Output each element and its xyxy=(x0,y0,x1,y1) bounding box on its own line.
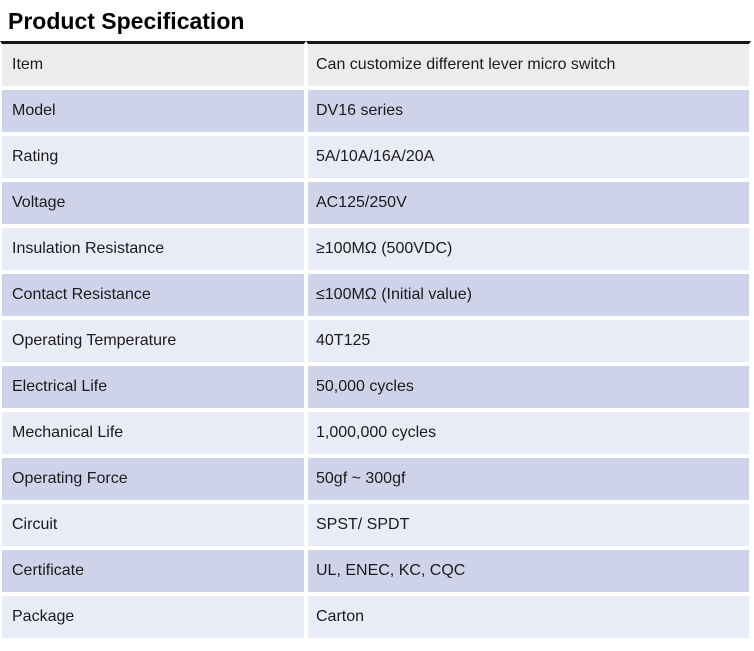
spec-row-value: 1,000,000 cycles xyxy=(306,410,751,456)
spec-row-value: 50,000 cycles xyxy=(306,364,751,410)
spec-table-body: Item Can customize different lever micro… xyxy=(0,41,751,640)
spec-row-label: Voltage xyxy=(0,180,306,226)
table-row: Item Can customize different lever micro… xyxy=(0,41,751,88)
table-row: Certificate UL, ENEC, KC, CQC xyxy=(0,548,751,594)
table-row: Operating Temperature 40T125 xyxy=(0,318,751,364)
spec-row-label: Insulation Resistance xyxy=(0,226,306,272)
spec-row-value: Carton xyxy=(306,594,751,640)
table-row: Insulation Resistance ≥100MΩ (500VDC) xyxy=(0,226,751,272)
table-row: Electrical Life 50,000 cycles xyxy=(0,364,751,410)
table-row: Contact Resistance ≤100MΩ (Initial value… xyxy=(0,272,751,318)
product-spec-table: Item Can customize different lever micro… xyxy=(0,41,751,640)
spec-row-value: DV16 series xyxy=(306,88,751,134)
table-row: Model DV16 series xyxy=(0,88,751,134)
page-title: Product Specification xyxy=(8,8,245,34)
table-row: Mechanical Life 1,000,000 cycles xyxy=(0,410,751,456)
spec-row-label: Operating Force xyxy=(0,456,306,502)
spec-row-value: 40T125 xyxy=(306,318,751,364)
spec-row-label: Circuit xyxy=(0,502,306,548)
spec-row-value: UL, ENEC, KC, CQC xyxy=(306,548,751,594)
spec-row-label: Operating Temperature xyxy=(0,318,306,364)
spec-row-value: Can customize different lever micro swit… xyxy=(306,41,751,88)
spec-row-value: ≤100MΩ (Initial value) xyxy=(306,272,751,318)
spec-row-value: SPST/ SPDT xyxy=(306,502,751,548)
table-row: Operating Force 50gf ~ 300gf xyxy=(0,456,751,502)
spec-row-label: Certificate xyxy=(0,548,306,594)
spec-row-label: Mechanical Life xyxy=(0,410,306,456)
spec-row-label: Rating xyxy=(0,134,306,180)
spec-row-label: Contact Resistance xyxy=(0,272,306,318)
spec-row-label: Electrical Life xyxy=(0,364,306,410)
spec-row-label: Package xyxy=(0,594,306,640)
spec-row-value: 50gf ~ 300gf xyxy=(306,456,751,502)
table-row: Rating 5A/10A/16A/20A xyxy=(0,134,751,180)
table-row: Voltage AC125/250V xyxy=(0,180,751,226)
spec-row-label: Model xyxy=(0,88,306,134)
spec-row-label: Item xyxy=(0,41,306,88)
table-row: Circuit SPST/ SPDT xyxy=(0,502,751,548)
spec-row-value: AC125/250V xyxy=(306,180,751,226)
table-row: Package Carton xyxy=(0,594,751,640)
spec-row-value: ≥100MΩ (500VDC) xyxy=(306,226,751,272)
spec-row-value: 5A/10A/16A/20A xyxy=(306,134,751,180)
